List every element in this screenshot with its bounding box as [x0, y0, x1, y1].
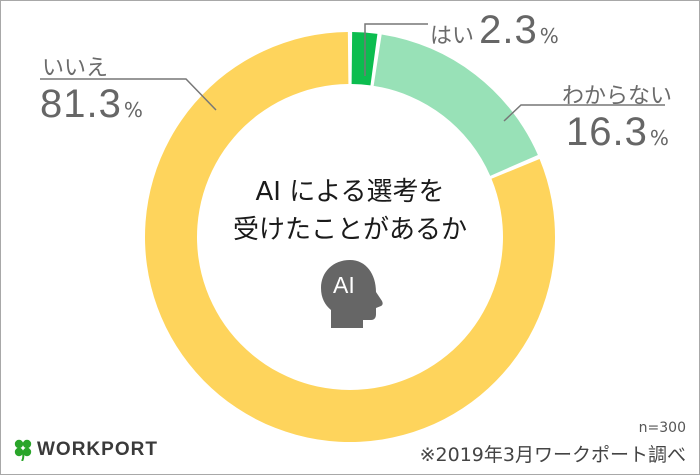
label-yes-name: はい — [430, 24, 475, 49]
chart-title-line1: AI による選考を — [255, 177, 445, 207]
label-unknown-name: わからない — [562, 84, 673, 109]
chart-title-line2: 受けたことがあるか — [232, 215, 467, 245]
label-no-value: 81.3 — [40, 82, 122, 126]
label-yes: はい 2.3% — [430, 8, 559, 53]
label-unknown-value: 16.3 — [566, 110, 648, 154]
donut-slice — [373, 34, 538, 176]
label-yes-value: 2.3 — [479, 8, 538, 52]
clover-icon — [14, 439, 32, 461]
sample-size: n=300 — [638, 420, 686, 436]
label-no: 81.3% — [40, 82, 143, 127]
source-note: ※2019年3月ワークポート調べ — [419, 444, 686, 466]
label-no-unit: % — [123, 98, 143, 122]
logo-text: WORKPORT — [37, 439, 158, 460]
leader-line-unknown — [503, 104, 665, 122]
chart-title: AI による選考を 受けたことがあるか — [200, 173, 500, 249]
ai-head-icon — [321, 260, 383, 328]
label-yes-unit: % — [539, 24, 559, 48]
leader-line-no — [40, 78, 217, 111]
label-no-name: いいえ — [42, 56, 109, 81]
workport-logo: WORKPORT — [13, 439, 158, 461]
label-unknown-unit: % — [649, 126, 669, 150]
label-unknown: 16.3% — [566, 110, 669, 155]
leader-line-yes — [364, 23, 428, 76]
ai-icon-text: AI — [333, 272, 355, 298]
